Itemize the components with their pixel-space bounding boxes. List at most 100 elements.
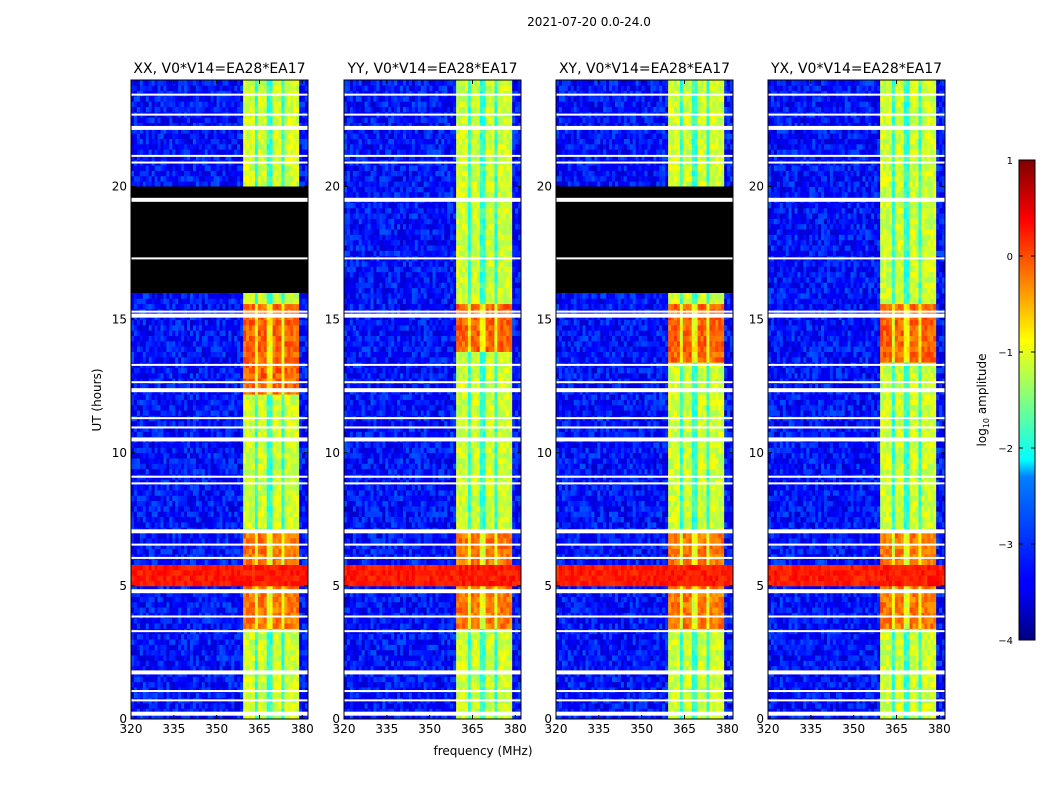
heatmap-cell xyxy=(193,650,196,656)
heatmap-cell xyxy=(284,618,287,624)
heatmap-cell xyxy=(237,703,240,709)
heatmap-cell xyxy=(172,639,175,645)
heatmap-cell xyxy=(273,597,276,603)
heatmap-cell xyxy=(146,618,149,624)
heatmap-cell xyxy=(205,703,208,709)
heatmap-cell xyxy=(243,676,246,682)
heatmap-cell xyxy=(284,634,287,640)
heatmap-cell xyxy=(270,565,273,571)
heatmap-cell xyxy=(290,570,293,576)
heatmap-cell xyxy=(140,575,143,581)
heatmap-cell xyxy=(131,597,134,603)
heatmap-cell xyxy=(202,602,205,608)
heatmap-cell xyxy=(279,703,282,709)
heatmap-cell xyxy=(140,581,143,587)
heatmap-cell xyxy=(220,676,223,682)
heatmap-cell xyxy=(246,644,249,650)
heatmap-cell xyxy=(264,639,267,645)
heatmap-cell xyxy=(137,692,140,698)
heatmap-cell xyxy=(169,623,172,629)
heatmap-cell xyxy=(202,639,205,645)
heatmap-cell xyxy=(258,660,261,666)
heatmap-cell xyxy=(225,581,228,587)
heatmap-cell xyxy=(193,581,196,587)
heatmap-cell xyxy=(299,703,302,709)
heatmap-cell xyxy=(196,660,199,666)
heatmap-cell xyxy=(193,607,196,613)
heatmap-cell xyxy=(258,575,261,581)
heatmap-cell xyxy=(296,581,299,587)
heatmap-cell xyxy=(140,623,143,629)
heatmap-cell xyxy=(231,623,234,629)
heatmap-cell xyxy=(228,623,231,629)
heatmap-cell xyxy=(240,650,243,656)
heatmap-cell xyxy=(140,602,143,608)
heatmap-cell xyxy=(252,634,255,640)
heatmap-cell xyxy=(281,644,284,650)
heatmap-cell xyxy=(143,692,146,698)
heatmap-cell xyxy=(172,692,175,698)
heatmap-cell xyxy=(234,682,237,688)
heatmap-cell xyxy=(222,644,225,650)
heatmap-cell xyxy=(134,597,137,603)
heatmap-cell xyxy=(299,570,302,576)
heatmap-cell xyxy=(161,618,164,624)
heatmap-cell xyxy=(231,581,234,587)
heatmap-cell xyxy=(222,660,225,666)
heatmap-cell xyxy=(255,602,258,608)
heatmap-cell xyxy=(137,655,140,661)
heatmap-cell xyxy=(264,650,267,656)
heatmap-cell xyxy=(279,565,282,571)
heatmap-cell xyxy=(196,623,199,629)
heatmap-cell xyxy=(131,618,134,624)
heatmap-cell xyxy=(240,581,243,587)
heatmap-cell xyxy=(211,692,214,698)
heatmap-cell xyxy=(146,597,149,603)
heatmap-cell xyxy=(166,570,169,576)
heatmap-cell xyxy=(202,570,205,576)
heatmap-cell xyxy=(276,570,279,576)
heatmap-cell xyxy=(231,655,234,661)
heatmap-cell xyxy=(158,655,161,661)
heatmap-cell xyxy=(279,602,282,608)
heatmap-cell xyxy=(169,618,172,624)
heatmap-cell xyxy=(163,607,166,613)
heatmap-cell xyxy=(228,703,231,709)
heatmap-cell xyxy=(140,565,143,571)
heatmap-cell xyxy=(152,597,155,603)
heatmap-cell xyxy=(152,682,155,688)
heatmap-cell xyxy=(140,660,143,666)
heatmap-cell xyxy=(249,597,252,603)
heatmap-cell xyxy=(199,682,202,688)
heatmap-cell xyxy=(205,597,208,603)
heatmap-cell xyxy=(276,703,279,709)
heatmap-cell xyxy=(193,639,196,645)
heatmap-cell xyxy=(146,607,149,613)
heatmap-cell xyxy=(225,682,228,688)
heatmap-cell xyxy=(140,703,143,709)
heatmap-cell xyxy=(255,655,258,661)
heatmap-cell xyxy=(270,692,273,698)
heatmap-cell xyxy=(163,575,166,581)
heatmap-cell xyxy=(264,623,267,629)
heatmap-cell xyxy=(140,597,143,603)
heatmap-cell xyxy=(290,660,293,666)
heatmap-cell xyxy=(270,650,273,656)
heatmap-cell xyxy=(273,607,276,613)
heatmap-cell xyxy=(175,676,178,682)
heatmap-cell xyxy=(287,650,290,656)
heatmap-cell xyxy=(166,639,169,645)
heatmap-cell xyxy=(181,655,184,661)
heatmap-cell xyxy=(163,581,166,587)
heatmap-cell xyxy=(270,676,273,682)
heatmap-cell xyxy=(137,581,140,587)
heatmap-cell xyxy=(228,650,231,656)
heatmap-cell xyxy=(273,618,276,624)
heatmap-cell xyxy=(267,676,270,682)
heatmap-cell xyxy=(181,597,184,603)
heatmap-cell xyxy=(293,607,296,613)
heatmap-cell xyxy=(252,618,255,624)
heatmap-cell xyxy=(208,655,211,661)
heatmap-cell xyxy=(302,676,305,682)
heatmap-cell xyxy=(155,692,158,698)
